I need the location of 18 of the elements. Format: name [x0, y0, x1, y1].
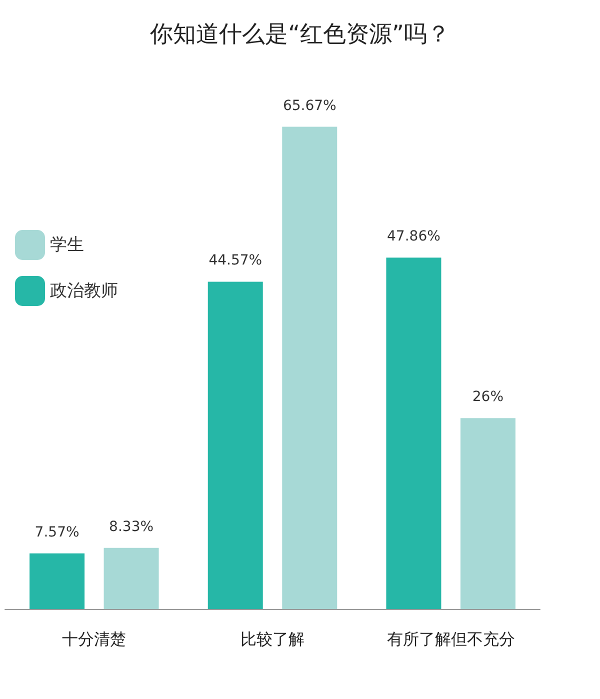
x-tick-label: 十分清楚	[62, 630, 126, 648]
legend-label: 学生	[50, 235, 84, 255]
bar	[386, 258, 442, 609]
data-label: 44.57%	[208, 252, 262, 269]
bar	[208, 282, 263, 609]
chart-title: 你知道什么是“红色资源”吗？	[149, 22, 450, 48]
bar	[30, 553, 85, 609]
data-label: 65.67%	[282, 98, 336, 114]
data-label: 47.86%	[387, 228, 440, 245]
x-tick-label: 有所了解但不充分	[386, 630, 515, 648]
data-label: 8.33%	[109, 518, 154, 535]
x-tick-label: 比较了解	[240, 630, 304, 648]
bar	[104, 548, 159, 609]
bar	[282, 126, 338, 609]
data-label: 26%	[472, 389, 504, 406]
data-label: 7.57%	[34, 524, 80, 540]
bar	[460, 418, 516, 609]
legend-label: 政治教师	[50, 281, 118, 301]
